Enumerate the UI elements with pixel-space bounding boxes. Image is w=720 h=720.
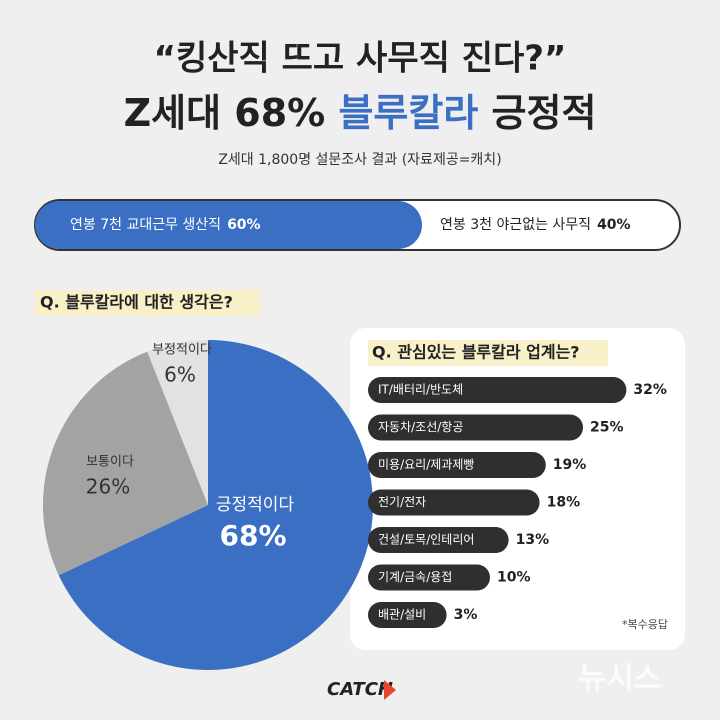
bar — [368, 527, 509, 553]
logo-arrow — [384, 680, 396, 700]
legend-label: 연봉 3천 야근없는 사무직 — [440, 217, 591, 233]
chart-title: Q. 블루칼라에 대한 생각은? — [40, 293, 233, 312]
bar — [368, 377, 627, 403]
category-label: 기계/금속/용접 — [378, 570, 452, 584]
note: *복수응답 — [622, 618, 668, 631]
slice-value: 26% — [86, 475, 130, 499]
pie-slice — [58, 340, 374, 670]
watermark: 뉴시스 — [579, 662, 662, 697]
category-label: 전기/전자 — [378, 495, 426, 509]
legend-label: 연봉 7천 교대근무 생산직 — [70, 217, 221, 233]
value-label: 3% — [454, 607, 478, 623]
headline-part: 긍정적 — [492, 91, 597, 135]
slice-label: 긍정적이다 — [216, 495, 295, 515]
value-label: 10% — [497, 570, 531, 586]
bar — [368, 489, 540, 516]
pie-slice — [147, 340, 208, 505]
bar — [368, 602, 447, 628]
headline-part: Z세대 68% — [124, 91, 326, 135]
bar — [368, 414, 583, 441]
subtitle: Z세대 1,800명 설문조사 결과 (자료제공=캐치) — [218, 152, 501, 168]
slice-value: 6% — [164, 363, 196, 387]
value-label: 40% — [597, 217, 631, 233]
slice-label: 부정적이다 — [152, 343, 212, 358]
headline-part: 블루칼라 — [338, 91, 478, 135]
category-label: 미용/요리/제과제빵 — [378, 458, 474, 472]
value-label: 18% — [547, 495, 581, 511]
value-label: 60% — [227, 217, 261, 233]
category-label: 자동차/조선/항공 — [378, 420, 463, 434]
value-label: 25% — [590, 420, 624, 436]
title: “킹산직 뜨고 사무직 진다?” — [154, 39, 567, 79]
bar — [368, 564, 490, 591]
title-highlight — [35, 290, 260, 316]
slice-label: 보통이다 — [86, 455, 134, 470]
chart-title: Q. 관심있는 블루칼라 업계는? — [372, 343, 580, 362]
pie-slice — [43, 351, 209, 576]
panel — [350, 328, 685, 650]
bar — [368, 452, 546, 478]
value-label: 19% — [553, 457, 587, 473]
bar-segment — [35, 201, 422, 249]
category-label: 건설/토목/인테리어 — [378, 533, 474, 547]
headline: Z세대 68% 블루칼라 긍정적 — [124, 91, 597, 135]
slice-value: 68% — [219, 519, 286, 552]
value-label: 32% — [633, 382, 667, 398]
category-label: 배관/설비 — [378, 608, 426, 622]
title-highlight — [368, 340, 608, 366]
bar-segment — [422, 202, 678, 248]
category-label: IT/배터리/반도체 — [378, 383, 463, 397]
value-label: 13% — [516, 532, 550, 548]
logo: CATCH — [327, 679, 393, 700]
